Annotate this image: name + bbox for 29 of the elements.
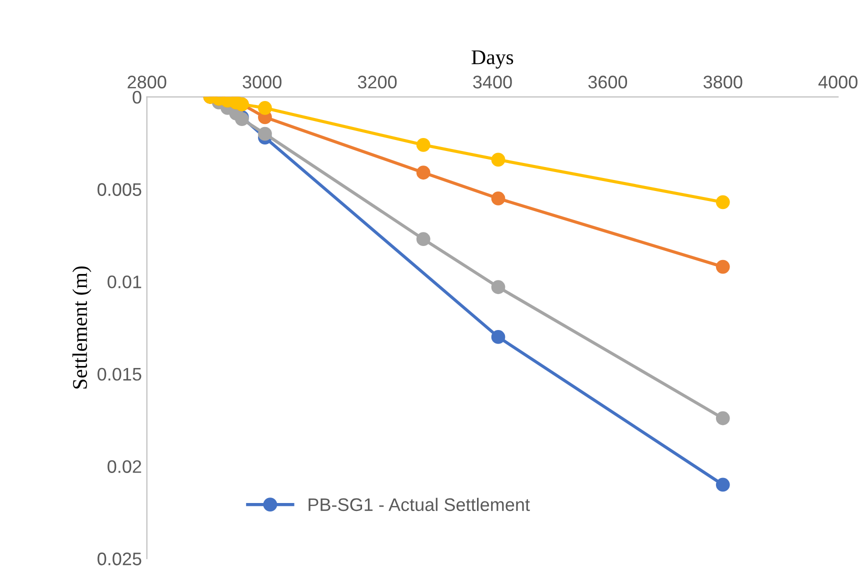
y-tick-label: 0.005 — [98, 183, 142, 196]
point — [258, 126, 272, 141]
x-tick-label: 3600 — [588, 76, 628, 88]
point — [716, 195, 730, 210]
point — [416, 232, 430, 246]
point — [716, 478, 730, 492]
y-axis-title: Settlement (m) — [72, 266, 92, 389]
point — [716, 260, 730, 274]
x-tick-label: 3000 — [242, 76, 282, 88]
x-axis-title: Days — [472, 50, 514, 69]
x-tick-label: 4000 — [818, 76, 858, 88]
y-tick-label: 0.025 — [98, 552, 142, 566]
x-tick-label: 2800 — [128, 76, 166, 88]
point — [416, 138, 430, 152]
x-tick-label: 3200 — [358, 76, 397, 88]
y-tick-label: 0.02 — [108, 460, 142, 473]
point — [416, 166, 430, 180]
y-tick-label: 0.015 — [98, 368, 142, 381]
point — [716, 411, 730, 426]
point — [258, 101, 272, 115]
x-tick-label: 3400 — [473, 76, 512, 88]
point — [491, 192, 506, 206]
point — [491, 330, 506, 344]
y-tick-label: 0.01 — [108, 276, 142, 288]
legend-label: PB-SG1 - Actual Settlement — [308, 498, 530, 512]
x-tick-label: 3800 — [703, 76, 742, 88]
y-tick-label: 0 — [132, 90, 142, 104]
point — [491, 152, 506, 167]
point — [491, 280, 506, 294]
